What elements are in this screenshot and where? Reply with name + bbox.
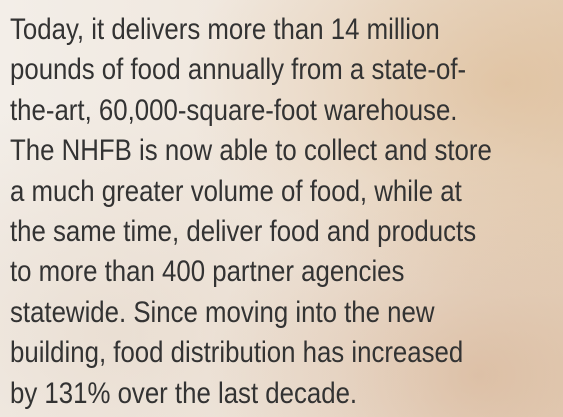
text-line: Today, it delivers more than 14 million bbox=[10, 10, 440, 50]
text-line: The NHFB is now able to collect and stor… bbox=[10, 131, 492, 171]
text-line: to more than 400 partner agencies bbox=[10, 252, 404, 292]
text-line: building, food distribution has increase… bbox=[10, 333, 463, 373]
text-line: pounds of food annually from a state-of- bbox=[10, 50, 466, 90]
text-line: the-art, 60,000-square-foot warehouse. bbox=[10, 91, 457, 131]
text-line: the same time, deliver food and products bbox=[10, 212, 476, 252]
page: Today, it delivers more than 14 millionp… bbox=[0, 0, 563, 417]
text-line: a much greater volume of food, while at bbox=[10, 172, 462, 212]
text-line: statewide. Since moving into the new bbox=[10, 293, 435, 333]
text-line: by 131% over the last decade. bbox=[10, 374, 357, 414]
